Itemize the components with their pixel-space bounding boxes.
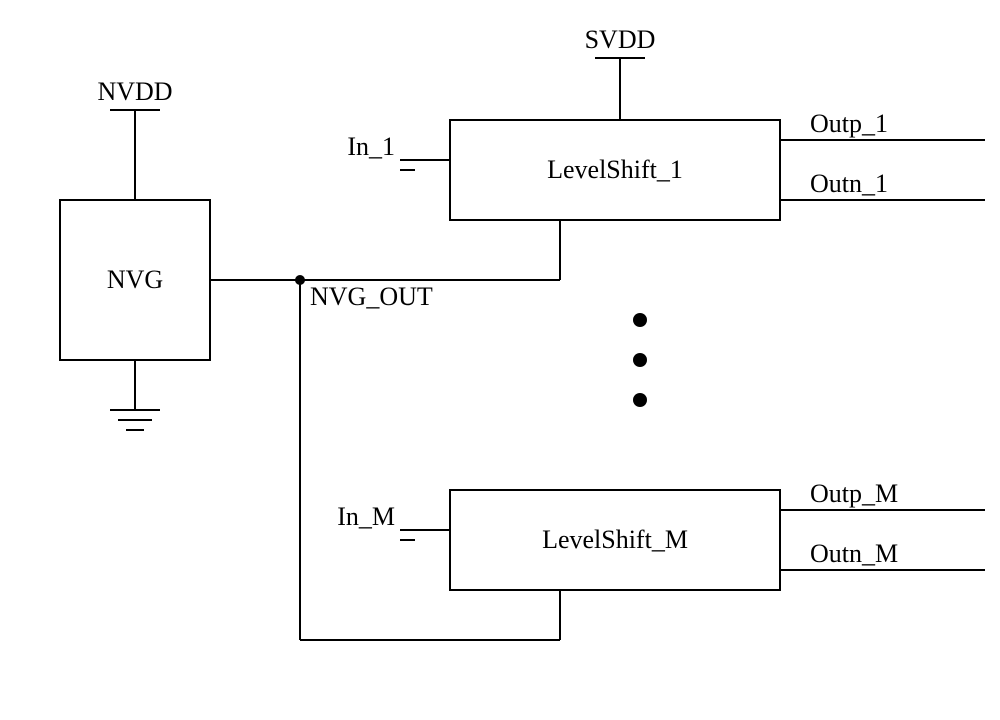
ellipsis-dot-2 (633, 353, 647, 367)
outnm-label: Outn_M (810, 539, 898, 568)
block-diagram: NVG NVDD SVDD LevelShift_1 LevelShift_M … (0, 0, 1000, 720)
nvg-label: NVG (107, 265, 163, 294)
svdd-label: SVDD (585, 25, 656, 54)
levelshift-m-label: LevelShift_M (542, 525, 688, 554)
inm-label: In_M (337, 502, 395, 531)
in1-label: In_1 (347, 132, 395, 161)
nvdd-label: NVDD (97, 77, 172, 106)
ellipsis-dot-1 (633, 313, 647, 327)
levelshift-1-label: LevelShift_1 (547, 155, 683, 184)
outp1-label: Outp_1 (810, 109, 888, 138)
outn1-label: Outn_1 (810, 169, 888, 198)
outpm-label: Outp_M (810, 479, 898, 508)
nvg-out-label: NVG_OUT (310, 282, 433, 311)
ellipsis-dot-3 (633, 393, 647, 407)
